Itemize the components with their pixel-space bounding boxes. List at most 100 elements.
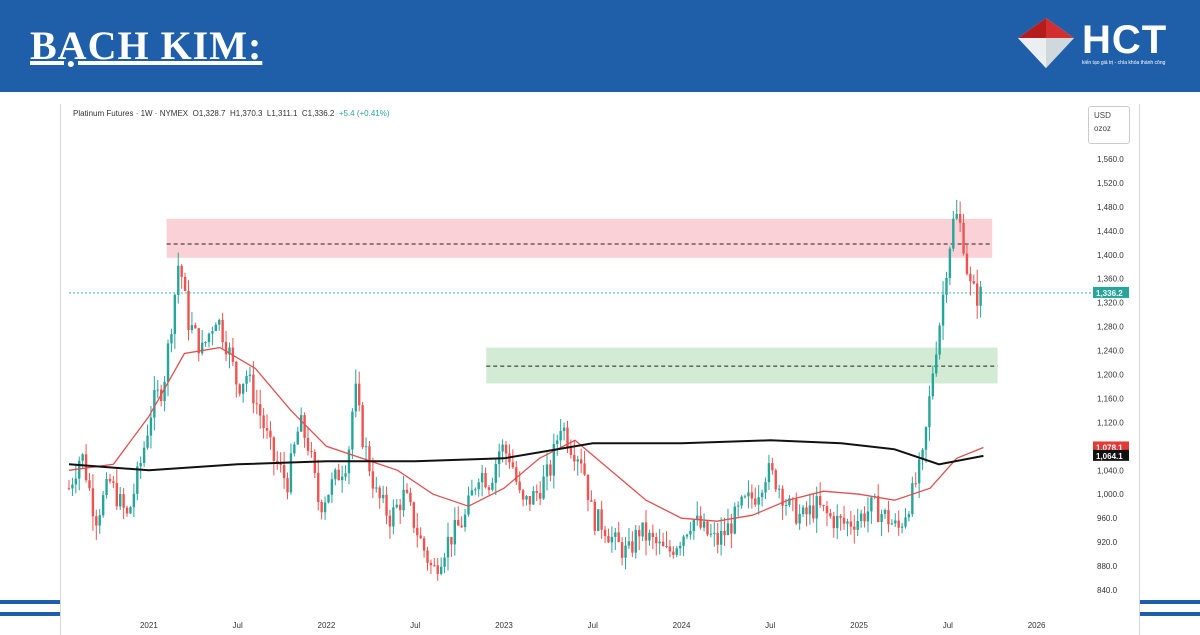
candle-body — [248, 374, 252, 376]
candle-body — [327, 494, 330, 503]
candle-body — [416, 527, 419, 536]
candle-body — [890, 523, 894, 525]
candle-body — [976, 283, 979, 306]
y-tick-label: 1,360.0 — [1097, 275, 1124, 284]
candle-body — [777, 488, 781, 490]
close-value: C1,336.2 — [301, 109, 335, 118]
candle-body — [914, 483, 917, 485]
candle-body — [894, 520, 897, 524]
candle-body — [371, 471, 375, 489]
low-value: L1,311.1 — [266, 109, 298, 118]
candle-body — [207, 333, 211, 343]
price-label-text: 1,336.2 — [1096, 289, 1123, 298]
candle-body — [474, 489, 477, 491]
candle-body — [945, 278, 948, 295]
candle-body — [590, 500, 593, 502]
candle-body — [272, 437, 276, 461]
candle-body — [620, 542, 624, 558]
candle-body — [436, 565, 439, 574]
candle-body — [358, 383, 361, 406]
open-value: O1,328.7 — [192, 109, 226, 118]
candle-body — [129, 507, 132, 514]
candle-body — [805, 507, 808, 515]
candle-body — [463, 514, 467, 528]
y-tick-label: 920.0 — [1097, 538, 1118, 547]
candle-body — [842, 517, 846, 524]
currency-selector[interactable]: USD ozoz — [1088, 106, 1130, 144]
candle-body — [658, 541, 661, 544]
candle-body — [750, 492, 754, 499]
candle-body — [344, 473, 347, 477]
candle-body — [204, 342, 207, 344]
candle-body — [528, 496, 532, 505]
candle-body — [634, 530, 637, 553]
candle-body — [457, 519, 460, 526]
change-value: +5.4 (+0.41%) — [338, 109, 390, 118]
candle-body — [364, 446, 368, 448]
candle-body — [849, 521, 853, 527]
x-tick-label: 2022 — [318, 621, 336, 630]
candle-body — [764, 482, 767, 493]
candle-body — [900, 526, 904, 528]
y-tick-label: 1,040.0 — [1097, 466, 1124, 475]
price-chart[interactable]: 1,560.0 1,520.0 1,480.0 1,440.0 1,400.0 1,360… — [61, 104, 1139, 635]
candle-body — [771, 463, 774, 471]
candle-body — [941, 294, 945, 326]
candle-body — [146, 435, 149, 448]
candle-body — [501, 444, 504, 452]
candle-body — [282, 464, 286, 479]
candle-body — [187, 290, 190, 331]
slide-title: BẠCH KIM: — [30, 23, 263, 68]
candle-body — [330, 479, 334, 495]
candle-body — [211, 331, 214, 334]
candle-body — [453, 519, 457, 545]
candle-body — [883, 509, 887, 514]
bottom-stripe-right — [1138, 600, 1200, 604]
candle-body — [238, 384, 241, 394]
candle-body — [552, 443, 556, 476]
candle-body — [262, 415, 265, 429]
candle-body — [521, 490, 525, 500]
x-tick-label: 2025 — [850, 621, 868, 630]
y-tick-label: 840.0 — [1097, 586, 1118, 595]
x-tick-label: 2023 — [495, 621, 513, 630]
candle-body — [829, 513, 832, 517]
chart-panel[interactable]: 1,560.0 1,520.0 1,480.0 1,440.0 1,400.0 1,360… — [60, 104, 1140, 635]
candle-body — [419, 535, 422, 539]
candle-body — [470, 490, 474, 496]
candle-body — [655, 537, 658, 544]
bottom-stripe-left-2 — [0, 612, 62, 616]
candle-body — [98, 515, 101, 526]
price-label-box — [1093, 441, 1129, 453]
candle-body — [709, 533, 713, 535]
candle-body — [381, 494, 385, 499]
candle-body — [600, 509, 603, 530]
candle-body — [948, 248, 952, 279]
candle-body — [863, 513, 866, 522]
candle-body — [610, 536, 614, 543]
candle-body — [279, 463, 282, 465]
candle-body — [351, 411, 354, 450]
candle-body — [433, 565, 436, 567]
y-tick-label: 1,520.0 — [1097, 179, 1124, 188]
candle-body — [955, 213, 958, 219]
candle-body — [784, 505, 788, 507]
candle-body — [166, 343, 170, 382]
y-tick-label: 1,560.0 — [1097, 155, 1124, 164]
candle-body — [504, 444, 508, 454]
y-tick-label: 1,280.0 — [1097, 323, 1124, 332]
candle-body — [743, 496, 747, 498]
candle-body — [385, 494, 388, 516]
candle-body — [460, 525, 463, 528]
candle-body — [177, 265, 180, 295]
candle-body — [398, 504, 402, 511]
candle-body — [962, 222, 965, 254]
candle-body — [644, 522, 648, 541]
candle-body — [545, 464, 549, 477]
candle-body — [733, 506, 736, 534]
logo-text: HCT — [1082, 18, 1168, 62]
candle-body — [405, 489, 409, 493]
candle-body — [917, 459, 921, 484]
price-label-box — [1093, 286, 1129, 298]
candle-body — [388, 515, 392, 527]
